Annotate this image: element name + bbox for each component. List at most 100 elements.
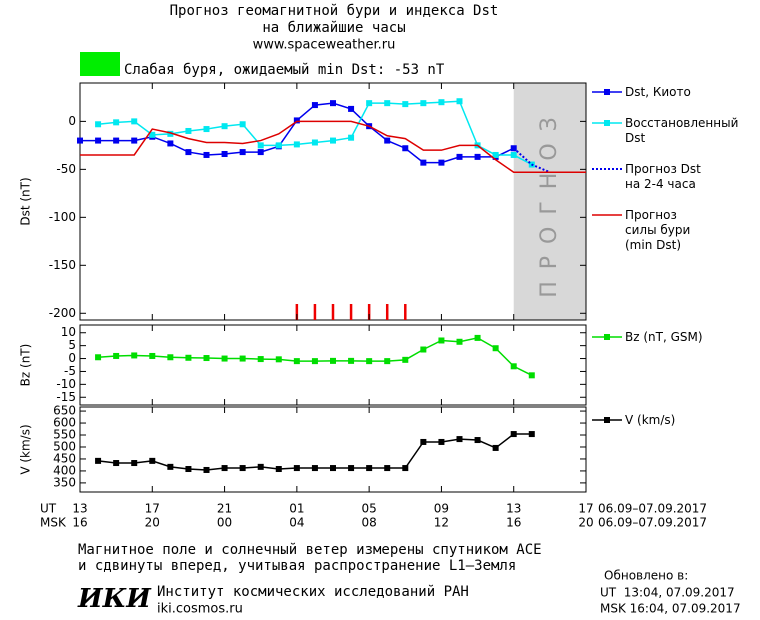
y-tick-label: 350 (53, 475, 76, 489)
plot-frame (79, 82, 587, 321)
point (438, 337, 445, 344)
point (528, 431, 535, 438)
point (203, 466, 210, 473)
point (131, 460, 138, 467)
point (131, 137, 138, 144)
point (420, 100, 427, 107)
point (384, 137, 391, 144)
point (95, 121, 102, 128)
point (167, 463, 174, 470)
point (95, 457, 102, 464)
point (311, 102, 318, 109)
x-tick-label: 09 (434, 502, 449, 516)
point (510, 363, 517, 370)
point (293, 465, 300, 472)
point (456, 153, 463, 160)
x-tick-label: 08 (362, 516, 377, 530)
point (221, 123, 228, 130)
y-tick-label: -150 (49, 258, 76, 272)
x-tick-label: 04 (289, 516, 304, 530)
point (330, 100, 336, 107)
y-tick-label: 600 (53, 416, 76, 430)
updated-msk: MSK 16:04, 07.09.2017 (600, 602, 741, 616)
point (185, 354, 192, 361)
point (149, 457, 156, 464)
status: Слабая буря, ожидаемый min Dst: -53 nT (124, 62, 445, 78)
y-tick-label: -5 (64, 364, 76, 378)
y-axis-label: V (km/s) (19, 424, 33, 474)
y-tick-label: -15 (56, 390, 76, 404)
point (330, 137, 336, 144)
plot-frame (79, 406, 587, 493)
plot-frame (79, 324, 587, 406)
point (131, 352, 138, 359)
institute: Институт космических исследований РАН (157, 584, 469, 600)
point (257, 356, 264, 363)
x-tick-label: 00 (217, 516, 232, 530)
x-tick-label: 20 (145, 516, 160, 530)
point (203, 151, 210, 158)
point (239, 465, 246, 472)
series-line (80, 120, 586, 173)
legend-label: Dst, Киото (625, 85, 691, 99)
point (167, 140, 174, 147)
x-tick-label: 16 (72, 516, 87, 530)
point (348, 134, 355, 141)
logo: ИКИ (77, 584, 152, 614)
series-line (80, 102, 515, 164)
point (330, 357, 336, 364)
point (113, 119, 120, 126)
y-axis-label: Dst (nT) (19, 177, 33, 225)
point (203, 355, 210, 362)
point (402, 101, 409, 108)
point (510, 151, 517, 158)
point (402, 356, 409, 363)
forecast-label: ПРОГНОЗ (537, 105, 562, 298)
y-tick-label: 500 (53, 439, 76, 453)
point (167, 130, 174, 137)
point (275, 142, 282, 149)
point (492, 444, 499, 451)
point (113, 352, 120, 359)
point (420, 438, 427, 445)
x-axis-label: MSK (40, 516, 67, 530)
point (311, 139, 318, 146)
series-line (98, 337, 533, 376)
y-tick-label: 0 (68, 351, 76, 365)
point (384, 358, 391, 365)
point (402, 145, 409, 152)
point (131, 118, 138, 125)
point (456, 338, 463, 345)
point (420, 346, 427, 353)
point (492, 151, 499, 158)
point (510, 431, 517, 438)
x-range-label: 06.09–07.09.2017 (598, 516, 707, 530)
point (438, 438, 445, 445)
point (221, 355, 228, 362)
point (95, 354, 102, 361)
point (293, 117, 300, 124)
y-tick-label: 650 (53, 404, 76, 418)
x-tick-label: 16 (506, 516, 521, 530)
point (257, 142, 264, 149)
point (492, 345, 499, 352)
point (330, 465, 336, 472)
point (348, 465, 355, 472)
legend-marker (604, 334, 610, 340)
legend-label: Bz (nT, GSM) (625, 330, 703, 344)
x-tick-label: 05 (362, 502, 377, 516)
point (528, 372, 535, 379)
point (185, 127, 192, 134)
series-line (97, 100, 533, 166)
point (203, 126, 210, 133)
point (366, 358, 373, 365)
point (113, 137, 120, 144)
x-tick-label: 21 (217, 502, 232, 516)
note: Магнитное поле и солнечный ветер измерен… (78, 542, 542, 558)
point (293, 141, 300, 148)
point (221, 151, 228, 158)
point (95, 137, 102, 144)
point (293, 358, 300, 365)
point (149, 131, 156, 138)
point (257, 463, 264, 470)
